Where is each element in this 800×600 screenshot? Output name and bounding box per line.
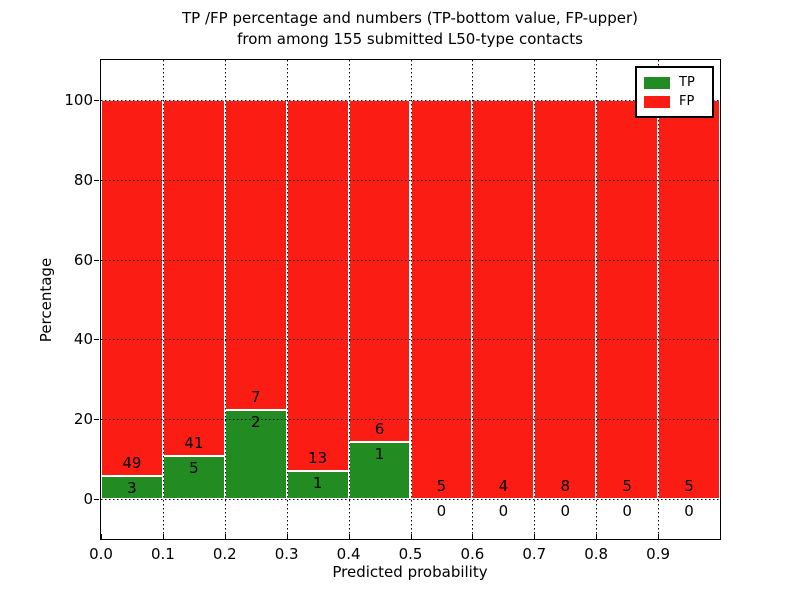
y-gridline-0 (101, 499, 720, 501)
legend: TP FP (635, 66, 714, 118)
x-tick-label-0.5: 0.5 (398, 545, 423, 563)
fp-count-label-bin-8: 5 (622, 477, 632, 496)
fp-count-label-bin-7: 8 (560, 477, 571, 496)
tp-legend-swatch-icon (644, 76, 670, 89)
x-tick-label-0.4: 0.4 (336, 545, 361, 563)
x-tick-label-0.1: 0.1 (150, 545, 175, 563)
legend-item-tp: TP (644, 73, 706, 92)
legend-item-fp: FP (644, 92, 706, 111)
x-tick-mark-0.8 (596, 534, 598, 539)
x-tick-mark-0.9 (658, 534, 660, 539)
x-gridline-0.9 (658, 60, 660, 539)
fp-count-label-bin-3: 13 (308, 448, 328, 467)
fp-count-label-bin-1: 41 (184, 433, 204, 452)
y-tick-label-60: 60 (73, 250, 93, 269)
x-gridline-0.5 (410, 60, 412, 539)
x-gridline-0.1 (162, 60, 164, 539)
fp-bar-bin-1 (162, 99, 225, 456)
fp-bar-bin-0 (101, 99, 163, 477)
x-tick-mark-0.6 (472, 534, 474, 539)
x-tick-mark-0.4 (348, 534, 350, 539)
fp-bar-bin-9 (658, 99, 720, 500)
x-gridline-0.8 (596, 60, 598, 539)
y-tick-label-0: 0 (83, 490, 93, 509)
fp-count-label-bin-5: 5 (436, 477, 447, 496)
fp-bar-bin-5 (410, 99, 473, 500)
tp-bar-bin-0 (101, 476, 163, 500)
x-axis-label: Predicted probability (332, 563, 488, 581)
x-tick-mark-0.1 (162, 534, 164, 539)
y-tick-mark-60 (94, 259, 99, 261)
y-gridline-40 (101, 339, 720, 341)
fp-count-label-bin-2: 7 (250, 388, 261, 407)
x-tick-label-0.0: 0.0 (89, 545, 113, 563)
y-gridline-100 (101, 99, 720, 101)
fp-legend-swatch-icon (644, 95, 670, 108)
y-gridline-60 (101, 259, 720, 261)
fp-bar-bin-3 (286, 99, 349, 471)
y-tick-mark-0 (94, 499, 99, 501)
y-tick-mark-20 (94, 419, 99, 421)
y-tick-label-20: 20 (73, 410, 93, 429)
tp-count-label-bin-7: 0 (560, 502, 571, 521)
fp-count-label-bin-9: 5 (684, 477, 694, 496)
tp-count-label-bin-9: 0 (684, 502, 694, 521)
y-tick-mark-80 (94, 179, 99, 181)
x-tick-label-0.3: 0.3 (274, 545, 299, 563)
fp-count-label-bin-4: 6 (374, 420, 385, 439)
y-tick-label-80: 80 (73, 170, 93, 189)
x-tick-label-0.9: 0.9 (646, 545, 671, 563)
x-tick-label-0.7: 0.7 (522, 545, 547, 563)
x-tick-label-0.6: 0.6 (460, 545, 485, 563)
x-gridline-0.4 (348, 60, 350, 539)
tp-count-label-bin-3: 1 (312, 473, 323, 492)
plot-area: TP FP 49 3 41 5 7 2 13 1 6 1 5 0 4 0 8 0 5 0 5 0 0.0 0.1 0.2 0.… (64, 59, 721, 563)
x-gridline-0.6 (472, 60, 474, 539)
tp-count-label-bin-0: 3 (127, 479, 137, 498)
fp-bar-bin-4 (348, 99, 411, 443)
tp-bar-bin-1 (162, 455, 225, 500)
tp-bar-bin-2 (224, 410, 287, 500)
y-tick-label-100: 100 (64, 90, 93, 109)
x-tick-mark-0.2 (224, 534, 226, 539)
y-tick-label-40: 40 (73, 330, 93, 349)
x-tick-mark-0.3 (286, 534, 288, 539)
tp-legend-label: TP (679, 75, 695, 90)
x-tick-label-0.8: 0.8 (584, 545, 609, 563)
y-gridline-80 (101, 179, 720, 181)
tp-count-label-bin-8: 0 (622, 502, 632, 521)
y-gridline-20 (101, 419, 720, 421)
fp-count-label-bin-0: 49 (122, 454, 142, 473)
chart-title-line1: TP /FP percentage and numbers (TP-bottom… (182, 9, 638, 27)
x-gridline-0.2 (224, 60, 226, 539)
chart-title-line2: from among 155 submitted L50-type contac… (237, 30, 583, 48)
x-tick-mark-0.0 (101, 534, 102, 539)
x-tick-mark-0.7 (534, 534, 536, 539)
x-tick-mark-0.5 (410, 534, 412, 539)
fp-bar-bin-2 (224, 99, 287, 411)
fp-legend-label: FP (679, 94, 695, 109)
y-tick-mark-40 (94, 339, 99, 341)
x-tick-label-0.2: 0.2 (212, 545, 237, 563)
fp-bar-bin-6 (472, 99, 535, 500)
tp-count-label-bin-2: 2 (250, 413, 261, 432)
tp-count-label-bin-5: 0 (436, 502, 447, 521)
tp-count-label-bin-6: 0 (498, 502, 509, 521)
tp-count-label-bin-1: 5 (189, 458, 199, 477)
fp-count-label-bin-6: 4 (498, 477, 509, 496)
tp-count-label-bin-4: 1 (374, 445, 385, 464)
fp-bar-bin-7 (534, 99, 597, 500)
x-gridline-0.3 (286, 60, 288, 539)
y-tick-mark-100 (94, 99, 99, 101)
fp-bar-bin-8 (596, 99, 659, 500)
x-gridline-0.7 (534, 60, 536, 539)
